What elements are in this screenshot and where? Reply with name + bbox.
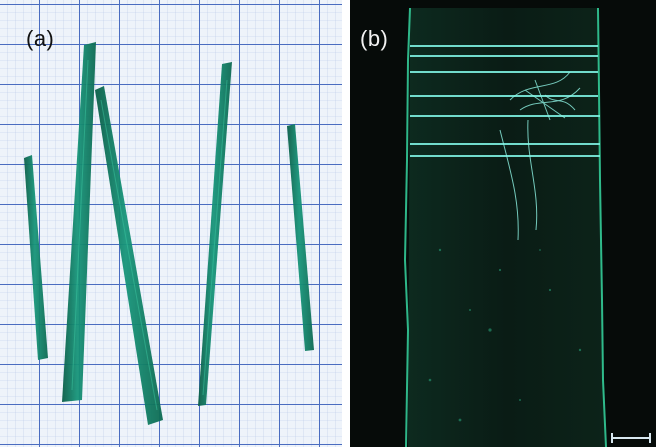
strip-body <box>408 8 605 447</box>
left-edge <box>403 7 411 447</box>
micrograph <box>350 0 656 447</box>
panel-label-b: (b) <box>360 26 389 51</box>
horizontal-lines <box>410 45 600 157</box>
green-strip <box>24 155 48 360</box>
graph-paper-photo <box>0 0 342 447</box>
right-edge <box>597 7 607 447</box>
panel-b: (b) <box>350 0 656 447</box>
green-strip <box>287 124 314 351</box>
green-strip <box>62 42 96 402</box>
speckles <box>428 248 582 422</box>
panel-label-a: (a) <box>26 26 55 51</box>
scratch-cluster <box>499 71 581 241</box>
major-grid <box>0 0 342 447</box>
panel-a: (a) <box>0 0 342 447</box>
scale-bar <box>611 433 651 443</box>
